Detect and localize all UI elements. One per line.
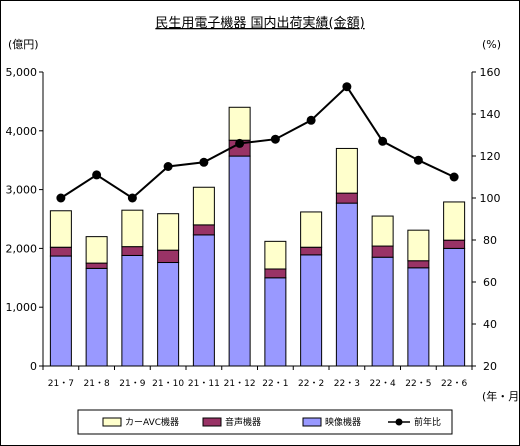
bar-car-avc: [264, 240, 287, 270]
left-tick-label: 4,000: [6, 125, 38, 138]
x-tick-label: 21・8: [84, 379, 110, 389]
legend-label-video: 映像機器: [325, 416, 361, 428]
bar-audio: [49, 246, 72, 257]
point-yoy: [270, 134, 280, 144]
left-axis-unit: (億円): [8, 38, 39, 51]
bar-video: [300, 254, 323, 367]
left-tick-label: 0: [30, 360, 37, 373]
left-tick-label: 5,000: [6, 66, 38, 79]
point-yoy: [127, 193, 137, 203]
left-tick-label: 3,000: [6, 184, 38, 197]
right-tick-label: 80: [483, 234, 497, 247]
bar-audio: [192, 224, 215, 236]
point-yoy: [449, 172, 459, 182]
right-tick-label: 60: [483, 276, 497, 289]
bar-audio: [407, 260, 430, 269]
bar-audio: [443, 239, 466, 249]
legend-label-car-avc: カーAVC機器: [125, 416, 179, 428]
legend-swatch-video: [302, 417, 322, 427]
left-tick-label: 1,000: [6, 301, 38, 314]
x-tick-label: 22・6: [441, 379, 467, 389]
x-tick-label: 21・9: [119, 379, 145, 389]
bar-car-avc: [192, 186, 215, 226]
right-tick-label: 20: [483, 360, 497, 373]
point-yoy: [342, 82, 352, 92]
point-yoy: [92, 170, 102, 180]
bar-video: [371, 256, 394, 367]
bar-car-avc: [371, 215, 394, 247]
legend-swatch-car-avc: [102, 417, 122, 427]
right-tick-label: 100: [480, 192, 501, 205]
bar-car-avc: [300, 211, 323, 248]
x-tick-label: 22・1: [262, 379, 288, 389]
legend-label-audio: 音声機器: [225, 416, 261, 428]
bar-video: [335, 202, 358, 367]
legend-swatch-audio: [202, 417, 222, 427]
x-tick-label: 22・2: [298, 379, 324, 389]
bar-audio: [157, 249, 180, 264]
bar-video: [264, 277, 287, 367]
bar-audio: [371, 245, 394, 258]
bar-video: [49, 255, 72, 367]
point-yoy: [163, 162, 173, 171]
bar-video: [121, 254, 144, 367]
bar-car-avc: [49, 210, 72, 248]
x-tick-label: 21・11: [188, 379, 220, 389]
bar-video: [157, 262, 180, 367]
x-tick-label: 21・12: [224, 379, 256, 389]
point-yoy: [378, 136, 388, 146]
left-tick-label: 2,000: [6, 242, 38, 255]
chart-title: 民生用電子機器 国内出荷実績(金額): [155, 15, 364, 31]
bar-car-avc: [85, 236, 108, 264]
bar-car-avc: [228, 106, 251, 141]
right-tick-label: 40: [483, 318, 497, 331]
bar-video: [443, 247, 466, 367]
point-yoy: [306, 115, 316, 125]
point-yoy: [199, 157, 209, 167]
bar-video: [407, 267, 430, 367]
x-axis-unit: (年・月): [482, 389, 520, 403]
legend-label-yoy: 前年比: [414, 416, 441, 428]
legend: カーAVC機器 音声機器 映像機器 前年比: [77, 409, 453, 435]
point-yoy: [413, 155, 423, 165]
right-axis-unit: (%): [482, 38, 501, 51]
bar-car-avc: [121, 209, 144, 248]
right-tick-label: 160: [480, 66, 501, 79]
bar-audio: [121, 246, 144, 256]
bar-video: [228, 155, 251, 367]
right-tick-label: 120: [480, 150, 501, 163]
x-tick-label: 22・5: [405, 379, 431, 389]
point-yoy: [56, 193, 66, 203]
point-yoy: [235, 138, 245, 148]
bar-car-avc: [443, 201, 466, 241]
bar-car-avc: [407, 229, 430, 262]
right-tick-label: 140: [480, 108, 501, 121]
x-tick-label: 22・3: [334, 379, 360, 389]
x-tick-label: 21・7: [48, 379, 74, 389]
x-tick-label: 22・4: [370, 379, 396, 389]
bar-audio: [85, 262, 108, 269]
legend-marker-yoy: [395, 418, 403, 426]
bar-car-avc: [157, 213, 180, 251]
bar-audio: [300, 246, 323, 256]
bar-audio: [335, 192, 358, 204]
bar-car-avc: [335, 147, 358, 194]
x-tick-label: 21・10: [152, 379, 184, 389]
bar-audio: [264, 268, 287, 279]
line-yoy: [60, 85, 455, 200]
plot-area: 0 1,000 2,000 3,000 4,000 5,000 20 40 60 80 100 120…: [6, 66, 501, 389]
bar-video: [192, 234, 215, 367]
bar-video: [85, 267, 108, 367]
